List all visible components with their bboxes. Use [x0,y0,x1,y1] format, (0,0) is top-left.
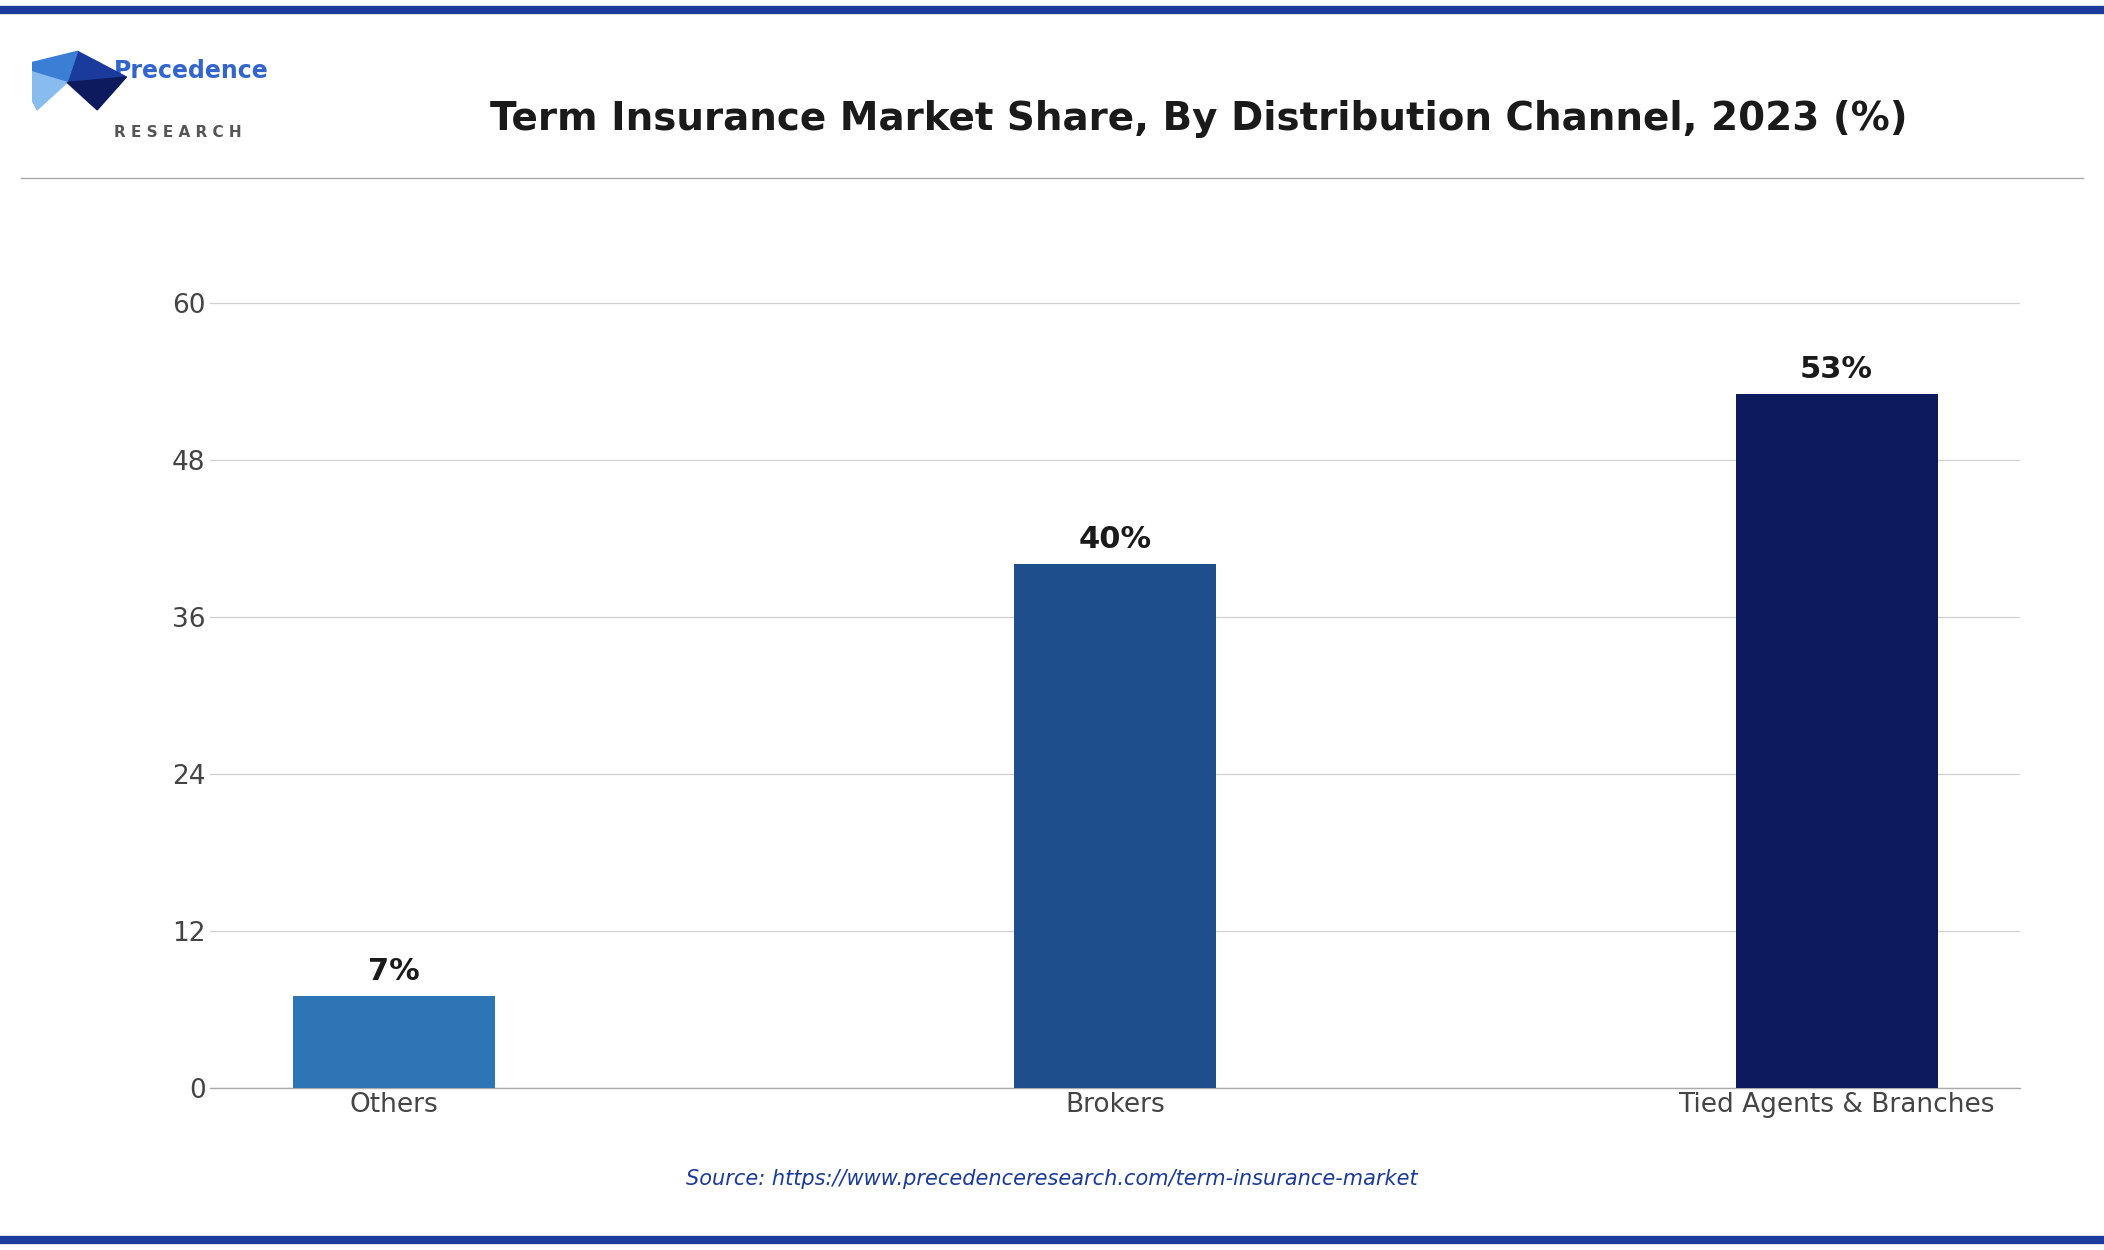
Polygon shape [15,51,78,82]
Polygon shape [67,78,126,110]
Text: 53%: 53% [1801,355,1873,384]
Text: Source: https://www.precedenceresearch.com/term-insurance-market: Source: https://www.precedenceresearch.c… [686,1169,1418,1189]
Text: 7%: 7% [368,956,419,985]
Polygon shape [15,66,67,110]
Text: Term Insurance Market Share, By Distribution Channel, 2023 (%): Term Insurance Market Share, By Distribu… [490,100,1908,138]
Text: Precedence: Precedence [114,59,269,82]
Polygon shape [67,51,126,82]
Text: 40%: 40% [1079,525,1151,554]
Bar [1736,395,1938,1088]
Bar [1014,565,1216,1088]
Bar [292,996,494,1088]
Text: R E S E A R C H: R E S E A R C H [114,125,242,140]
